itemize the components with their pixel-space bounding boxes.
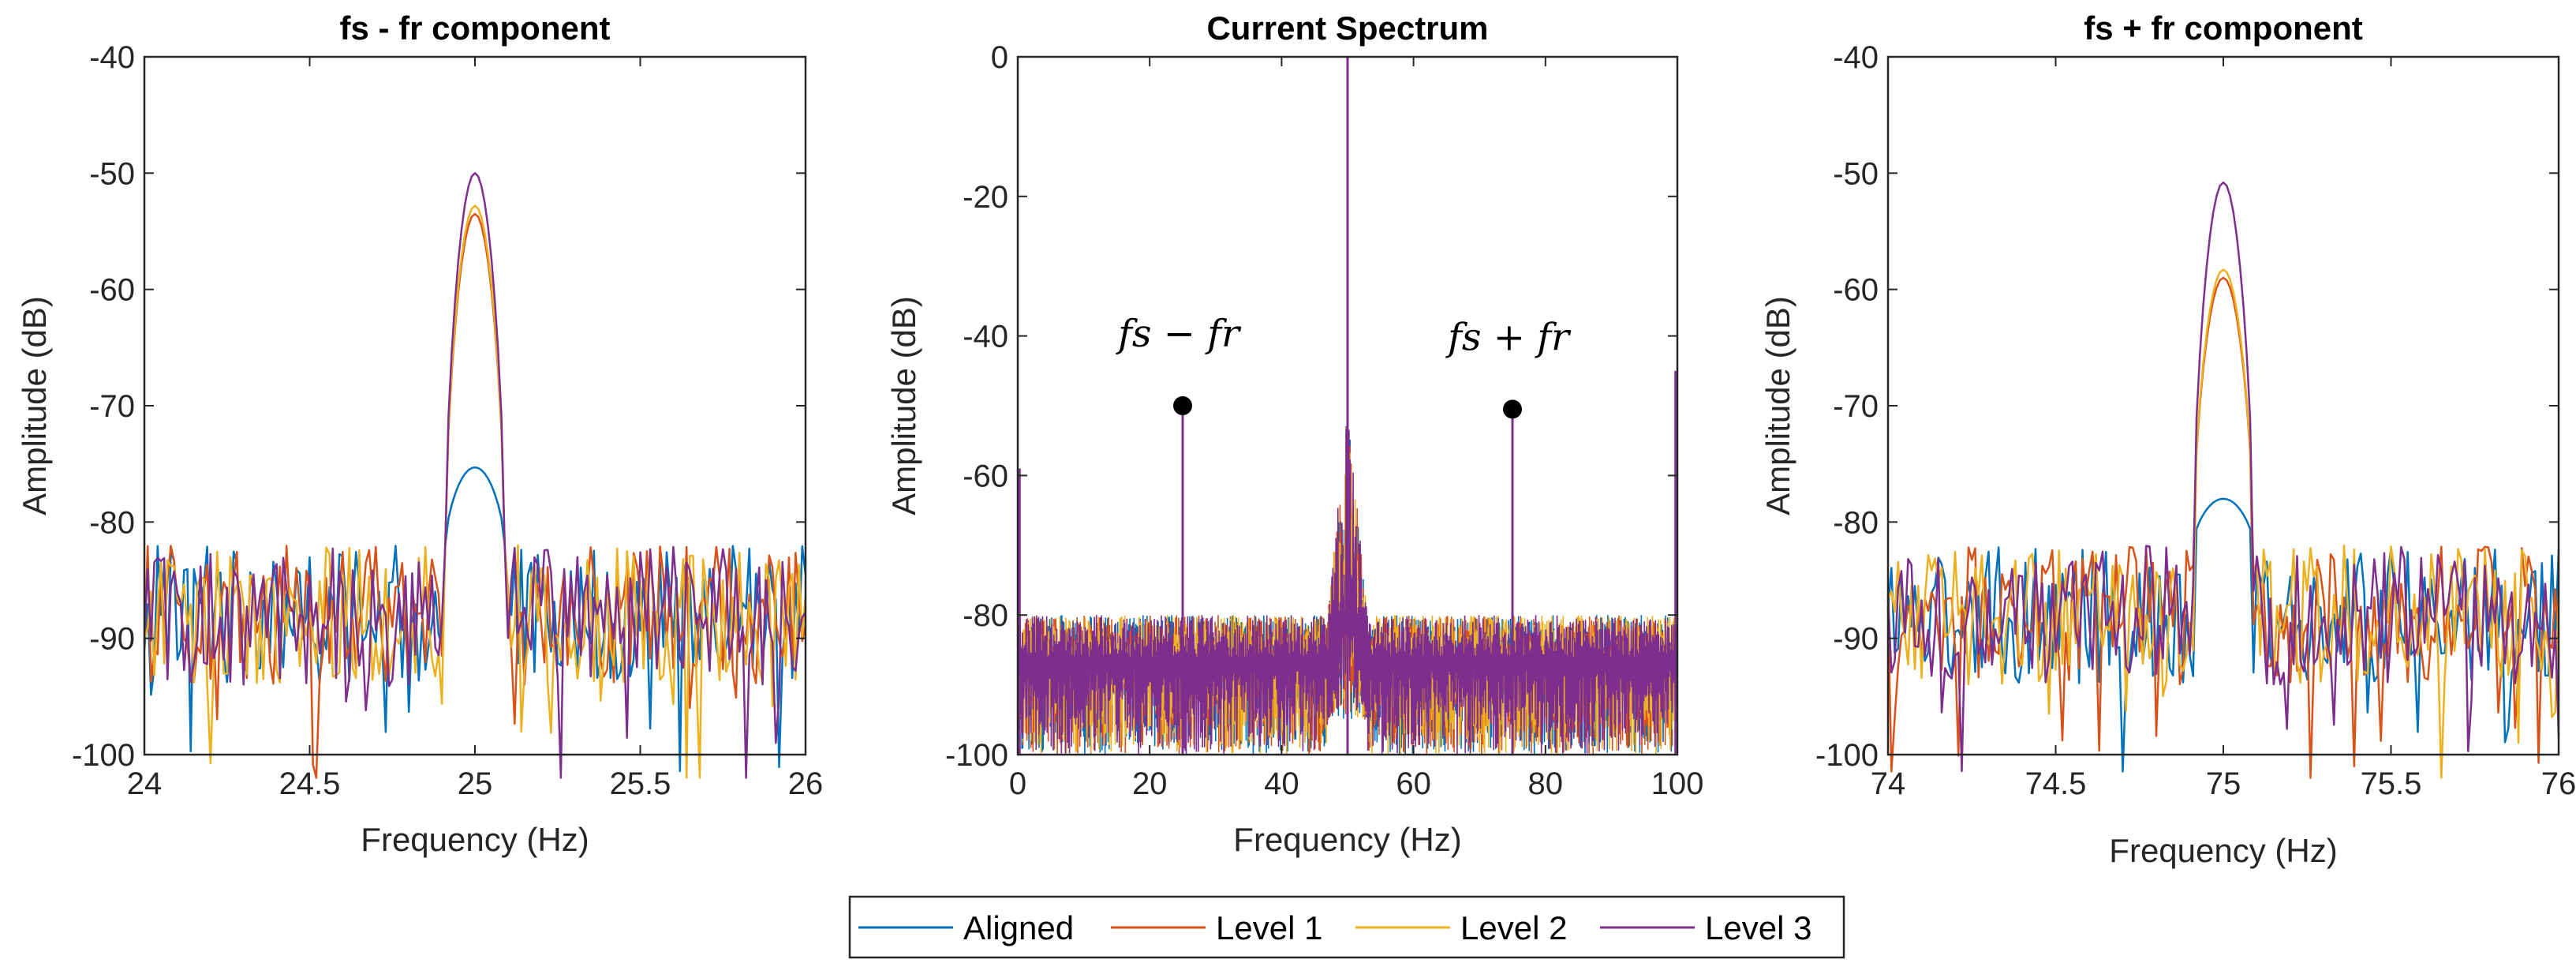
- x-tick-label: 26: [788, 766, 824, 801]
- y-tick-label: -90: [1833, 622, 1879, 657]
- series-line-level-3: [143, 172, 807, 779]
- sideband-annotation: fs − fr: [1116, 312, 1242, 356]
- y-tick-label: -70: [89, 389, 135, 424]
- sideband-marker: [1173, 396, 1192, 415]
- y-tick-label: -80: [963, 598, 1008, 633]
- x-axis-label: Frequency (Hz): [2109, 832, 2337, 869]
- x-tick-label: 60: [1396, 766, 1431, 801]
- legend-label-level-3: Level 3: [1705, 909, 1811, 946]
- y-tick-label: -60: [963, 459, 1008, 493]
- x-tick-label: 75: [2206, 766, 2241, 801]
- x-tick-label: 0: [1009, 766, 1026, 801]
- ticks-layer: 74 74.5 75 75.5 76 -40 -50 -60 -70 -80 -90 -100: [1815, 40, 2576, 801]
- series-layer: [1017, 57, 1678, 755]
- x-tick-label: 24: [127, 766, 163, 801]
- y-tick-label: -60: [89, 273, 135, 308]
- y-tick-label: -50: [89, 156, 135, 191]
- series-layer: [143, 172, 807, 779]
- y-tick-label: -60: [1833, 273, 1879, 308]
- x-tick-label: 74.5: [2025, 766, 2087, 801]
- y-axis-label: Amplitude (dB): [885, 296, 922, 515]
- x-tick-label: 75.5: [2361, 766, 2422, 801]
- x-tick-label: 100: [1651, 766, 1704, 801]
- panel-title: fs + fr component: [2084, 9, 2363, 47]
- series-line-level-1: [1886, 276, 2560, 779]
- y-tick-label: -40: [963, 320, 1008, 354]
- ticks-layer: 24 24.5 25 25.5 26 -40 -50 -60 -70 -80 -90 -100: [72, 40, 823, 801]
- x-tick-label: 76: [2541, 766, 2576, 801]
- legend-label-aligned: Aligned: [963, 909, 1074, 946]
- x-tick-label: 20: [1132, 766, 1168, 801]
- axes-box: [1886, 55, 2560, 756]
- panel-title: Current Spectrum: [1206, 9, 1488, 47]
- panel-title: fs - fr component: [340, 9, 611, 47]
- legend: Aligned Level 1 Level 2 Level 3: [848, 895, 1845, 959]
- series-layer: [1886, 181, 2560, 779]
- y-axis-label: Amplitude (dB): [1759, 296, 1796, 515]
- series-line-aligned: [1886, 497, 2560, 773]
- y-tick-label: -100: [945, 738, 1008, 773]
- y-tick-label: -70: [1833, 389, 1879, 424]
- y-tick-label: 0: [991, 40, 1008, 75]
- marker-layer: fs − fr fs + fr: [1116, 312, 1572, 419]
- y-tick-label: -40: [1833, 40, 1879, 75]
- y-tick-label: -100: [72, 738, 135, 773]
- series-line-level-3: [1886, 181, 2560, 773]
- y-tick-label: -90: [89, 622, 135, 657]
- panel-fs-plus-fr: fs + fr component 74 74.5 75 75.5 76 -40 -50 -6…: [1759, 9, 2576, 869]
- y-tick-label: -20: [963, 180, 1008, 215]
- y-tick-label: -50: [1833, 156, 1879, 191]
- y-tick-label: -80: [1833, 505, 1879, 540]
- y-tick-label: -40: [89, 40, 135, 75]
- y-axis-label: Amplitude (dB): [16, 296, 53, 515]
- axes-box: [143, 55, 807, 756]
- panel-fs-minus-fr: fs - fr component 24 24.5 25 25.5 26 -40 -50 -6…: [16, 9, 823, 858]
- x-axis-label: Frequency (Hz): [361, 821, 589, 858]
- legend-label-level-2: Level 2: [1460, 909, 1567, 946]
- series-line-level-2: [1886, 268, 2560, 779]
- sideband-annotation: fs + fr: [1445, 315, 1572, 359]
- x-tick-label: 24.5: [279, 766, 341, 801]
- x-tick-label: 25: [458, 766, 493, 801]
- sideband-marker: [1503, 399, 1522, 419]
- axes-box: [1016, 55, 1679, 756]
- y-tick-label: -80: [89, 505, 135, 540]
- y-tick-label: -100: [1815, 738, 1879, 773]
- x-tick-label: 25.5: [610, 766, 671, 801]
- panel-current-spectrum: Current Spectrum 0 20 40 60 80 100 0 -20 -40 -60 -…: [885, 9, 1703, 858]
- x-tick-label: 40: [1264, 766, 1299, 801]
- x-tick-label: 80: [1528, 766, 1564, 801]
- series-line-level-1: [143, 212, 807, 779]
- series-line-level-2: [143, 204, 807, 779]
- x-axis-label: Frequency (Hz): [1233, 821, 1461, 858]
- legend-label-level-1: Level 1: [1216, 909, 1322, 946]
- x-tick-label: 74: [1871, 766, 1906, 801]
